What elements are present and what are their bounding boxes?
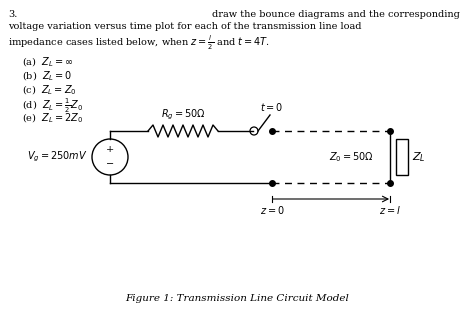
Text: (d)  $Z_L = \frac{1}{2}Z_0$: (d) $Z_L = \frac{1}{2}Z_0$ [22,97,83,115]
Text: −: − [106,161,114,170]
Text: $z = 0$: $z = 0$ [260,204,284,216]
Text: $R_g = 50\Omega$: $R_g = 50\Omega$ [161,108,205,122]
Text: draw the bounce diagrams and the corresponding: draw the bounce diagrams and the corresp… [212,10,460,19]
Text: $z = l$: $z = l$ [379,204,401,216]
Text: $Z_0 = 50\Omega$: $Z_0 = 50\Omega$ [328,150,374,164]
Text: (e)  $Z_L = 2Z_0$: (e) $Z_L = 2Z_0$ [22,111,83,125]
Text: impedance cases listed below, when $z = \frac{l}{2}$ and $t = 4T$.: impedance cases listed below, when $z = … [8,34,270,52]
Text: $Z_L$: $Z_L$ [412,150,426,164]
Text: $V_g = 250mV$: $V_g = 250mV$ [27,150,88,164]
Text: (b)  $Z_L = 0$: (b) $Z_L = 0$ [22,69,73,83]
Text: +: + [106,146,114,155]
Text: $t = 0$: $t = 0$ [260,101,283,113]
Text: Figure 1: Transmission Line Circuit Model: Figure 1: Transmission Line Circuit Mode… [125,294,349,303]
FancyBboxPatch shape [396,139,408,175]
Text: voltage variation versus time plot for each of the transmission line load: voltage variation versus time plot for e… [8,22,362,31]
Text: (c)  $Z_L = Z_0$: (c) $Z_L = Z_0$ [22,83,77,97]
Text: 3.: 3. [8,10,18,19]
Text: (a)  $Z_L = \infty$: (a) $Z_L = \infty$ [22,55,73,69]
